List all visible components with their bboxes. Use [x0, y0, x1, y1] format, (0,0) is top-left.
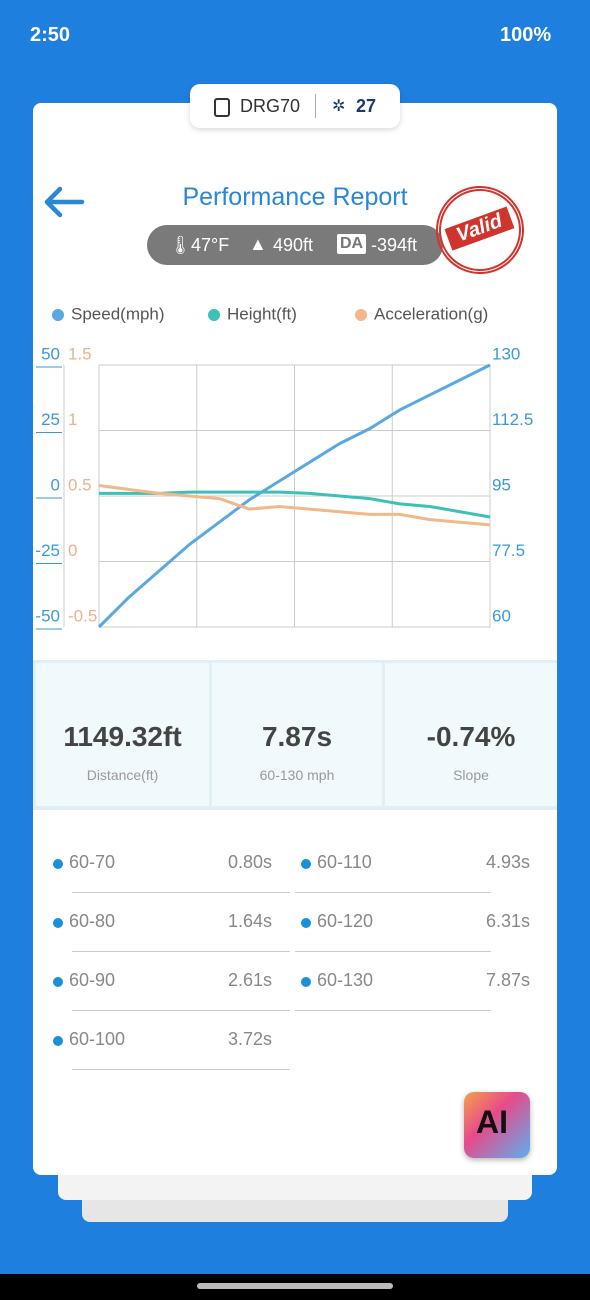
split-range: 60-80 [69, 911, 116, 931]
satellite-icon: ✲ [332, 98, 346, 115]
split-divider [295, 892, 491, 893]
split-dot [53, 918, 63, 928]
y-tick-label: -25 [35, 541, 60, 560]
split-time: 0.80s [227, 852, 272, 872]
ai-label: AI [476, 1104, 508, 1140]
series-line [97, 363, 491, 629]
split-range: 60-100 [69, 1029, 126, 1049]
y-tick-label: 130 [492, 344, 520, 363]
stat-label: 60-130 mph [259, 767, 335, 783]
split-range: 60-130 [317, 970, 374, 990]
thermometer-icon: 🌡 [169, 235, 192, 255]
split-divider [295, 951, 491, 952]
split-time: 6.31s [485, 911, 530, 931]
legend-marker [355, 309, 367, 321]
stat-box: 1149.32ft Distance(ft) [36, 663, 209, 806]
y-tick-label: 0 [68, 541, 77, 560]
mountain-icon: ▲ [249, 234, 267, 254]
y-tick-label: 112.5 [492, 410, 533, 429]
split-divider [72, 1010, 290, 1011]
legend-label: Height(ft) [227, 304, 297, 323]
y-tick-label: 25 [41, 410, 60, 429]
page-title: Performance Report [182, 183, 408, 211]
y-tick-label: 1.5 [68, 344, 92, 363]
split-time: 1.64s [227, 911, 272, 931]
y-tick-label: 77.5 [492, 541, 525, 560]
split-dot [53, 859, 63, 869]
satellite-count: 27 [356, 96, 377, 116]
split-dot [301, 918, 311, 928]
split-dot [53, 977, 63, 987]
stat-value: -0.74% [426, 721, 516, 752]
y-tick-label: -50 [35, 606, 60, 625]
legend-label: Speed(mph) [71, 304, 165, 323]
legend-marker [208, 309, 220, 321]
split-time: 3.72s [227, 1029, 272, 1049]
split-divider [72, 892, 290, 893]
status-bar: 2:50 100% [0, 0, 590, 66]
device-header[interactable]: DRG70 ✲ 27 [190, 84, 400, 128]
battery: 100% [500, 24, 552, 46]
stat-label: Distance(ft) [86, 767, 159, 783]
split-range: 60-90 [69, 970, 116, 990]
chart: Speed(mph) Height(ft) Acceleration(g) 50 25 0… [35, 304, 533, 630]
altitude: 490ft [273, 235, 314, 255]
stat-value: 7.87s [261, 721, 333, 752]
split-dot [301, 977, 311, 987]
stamp-text: Valid [444, 206, 515, 251]
temperature: 47°F [191, 235, 230, 255]
split-divider [72, 1069, 290, 1070]
y-tick-label: 95 [492, 475, 511, 494]
split-range: 60-110 [317, 852, 372, 872]
split-divider [72, 951, 290, 952]
split-range: 60-120 [317, 911, 374, 931]
report-card [33, 103, 557, 1175]
y-tick-label: 0 [51, 475, 60, 494]
legend-label: Acceleration(g) [374, 304, 488, 323]
split-divider [295, 1010, 491, 1011]
y-tick-label: 50 [41, 344, 60, 363]
stat-label: Slope [453, 767, 489, 783]
split-dot [301, 859, 311, 869]
stat-box: 7.87s 60-130 mph [212, 663, 382, 806]
da-badge: DA [337, 234, 367, 254]
y-tick-label: 0.5 [68, 475, 92, 494]
device-icon [214, 98, 230, 117]
split-time: 7.87s [485, 970, 530, 990]
split-time: 2.61s [227, 970, 272, 990]
stat-box: -0.74% Slope [385, 663, 557, 806]
y-tick-label: 60 [492, 606, 511, 625]
y-tick-label: -0.5 [68, 606, 97, 625]
nav-bar [0, 1274, 590, 1300]
home-indicator [197, 1283, 393, 1289]
conditions: 🌡 47°F ▲ 490ft DA -394ft [147, 225, 443, 265]
device-name: DRG70 [240, 96, 301, 116]
split-dot [53, 1036, 63, 1046]
series-line [98, 484, 491, 527]
density-altitude: -394ft [371, 235, 418, 255]
ai-button[interactable]: AI [464, 1092, 530, 1158]
stat-value: 1149.32ft [63, 721, 182, 752]
legend-marker [52, 309, 64, 321]
time: 2:50 [30, 24, 71, 46]
back-button[interactable] [42, 185, 88, 219]
y-tick-label: 1 [68, 410, 77, 429]
split-range: 60-70 [69, 852, 116, 872]
split-time: 4.93s [485, 852, 530, 872]
divider [315, 94, 316, 118]
